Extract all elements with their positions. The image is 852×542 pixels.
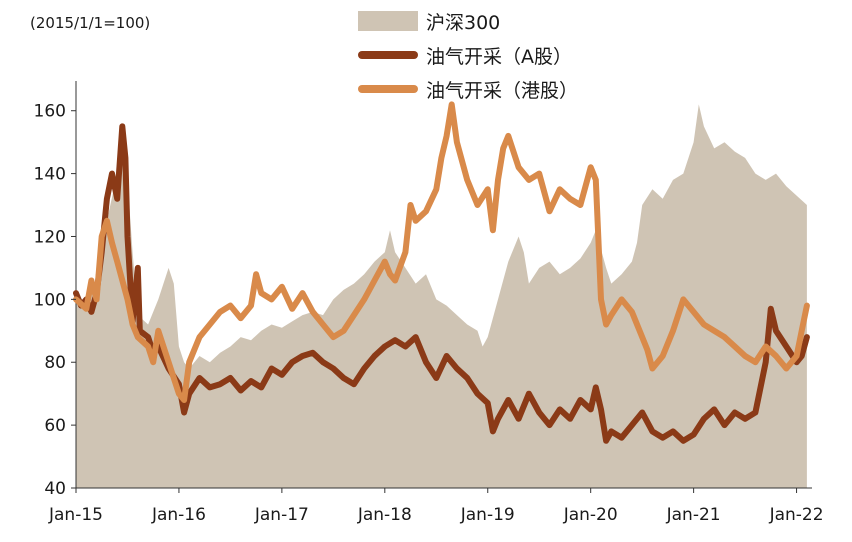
y-tick-label: 60 — [44, 416, 66, 436]
legend-swatch-oil-hk-share — [358, 85, 418, 93]
y-tick-label: 40 — [44, 479, 66, 499]
legend-item-hs300: 沪深300 — [358, 4, 578, 38]
legend-label-hs300: 沪深300 — [426, 11, 501, 34]
y-tick-label: 100 — [34, 290, 66, 310]
legend-item-oil-a-share: 油气开采（A股） — [358, 38, 578, 72]
x-tick-label: Jan-18 — [357, 505, 412, 525]
y-tick-label: 160 — [34, 102, 66, 122]
x-tick-label: Jan-19 — [460, 505, 515, 525]
legend-item-oil-hk-share: 油气开采（港股） — [358, 72, 578, 106]
x-tick-label: Jan-15 — [48, 505, 103, 525]
x-tick-label: Jan-21 — [666, 505, 721, 525]
legend-swatch-hs300 — [358, 11, 418, 31]
legend-label-oil-hk-share: 油气开采（港股） — [426, 79, 579, 102]
y-tick-label: 80 — [44, 353, 66, 373]
series-area-0 — [76, 104, 807, 489]
legend-label-oil-a-share: 油气开采（A股） — [426, 45, 572, 68]
x-tick-label: Jan-17 — [254, 505, 309, 525]
legend-swatch-oil-a-share — [358, 51, 418, 59]
y-axis-unit-label: (2015/1/1=100) — [30, 14, 151, 32]
y-tick-label: 140 — [34, 165, 66, 185]
legend: 沪深300 油气开采（A股） 油气开采（港股） — [358, 4, 578, 106]
x-tick-label: Jan-16 — [151, 505, 206, 525]
series-line-1 — [73, 123, 810, 444]
y-tick-label: 120 — [34, 227, 66, 247]
x-tick-label: Jan-20 — [563, 505, 618, 525]
series-line-2 — [73, 101, 810, 403]
x-tick-label: Jan-22 — [769, 505, 824, 525]
